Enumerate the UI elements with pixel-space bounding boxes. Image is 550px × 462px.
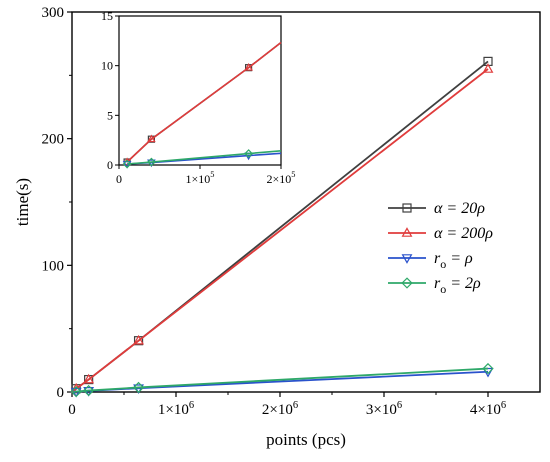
inset-series-3: [122, 149, 282, 169]
data-point: [133, 334, 144, 345]
inset-x-tick-base: 1×10: [186, 172, 211, 186]
inset-series-line: [127, 149, 282, 165]
x-tick-base: 4×10: [470, 402, 501, 418]
legend-sub: o: [440, 282, 446, 296]
legend-main: r: [434, 275, 441, 292]
data-point: [70, 385, 82, 398]
legend-sub: o: [440, 257, 446, 271]
y-tick-label: 300: [42, 5, 65, 21]
inset-series-line: [126, 41, 282, 163]
legend-item: ro = ρ: [388, 250, 473, 271]
y-tick-label: 200: [42, 132, 65, 148]
legend-item: α = 200ρ: [388, 225, 493, 242]
legend-label: ro = 2ρ: [434, 275, 481, 296]
legend-marker: [401, 227, 413, 237]
inset-y-tick-label: 5: [107, 108, 113, 122]
inset-x-tick-base: 2×10: [267, 172, 292, 186]
inset-y-tick-label: 10: [101, 59, 113, 73]
legend-marker: [402, 203, 412, 213]
legend-rest: = 2ρ: [446, 275, 481, 292]
x-tick-exp: 6: [397, 400, 402, 411]
y-axis-label: time(s): [13, 178, 32, 226]
legend-label: α = 200ρ: [434, 225, 493, 242]
x-tick-label: 2×106: [262, 400, 298, 418]
inset-x-tick-exp: 5: [291, 170, 295, 179]
legend-rest: = ρ: [446, 250, 473, 267]
x-tick-label: 3×106: [366, 400, 402, 418]
legend-item: ro = 2ρ: [388, 275, 481, 296]
inset-x-tick-base: 0: [116, 172, 122, 186]
legend-label: ro = ρ: [434, 250, 473, 271]
inset-y-tick-label: 0: [107, 158, 113, 172]
inset-y-tick-label: 15: [101, 9, 113, 23]
legend-marker: [401, 254, 413, 264]
legend-marker: [401, 277, 413, 289]
y-tick-label: 0: [57, 385, 65, 401]
x-tick-exp: 6: [189, 400, 194, 411]
x-tick-base: 2×10: [262, 402, 293, 418]
x-axis-label: points (pcs): [266, 430, 346, 449]
legend-main: r: [434, 250, 441, 267]
legend-main: α = 20ρ: [434, 200, 485, 217]
data-point: [83, 373, 95, 384]
x-tick-label: 4×106: [470, 400, 506, 418]
x-tick-label: 0: [68, 402, 76, 418]
y-tick-label: 100: [42, 258, 65, 274]
x-tick-base: 0: [68, 402, 76, 418]
inset-data-point: [244, 62, 253, 71]
data-point: [482, 367, 494, 378]
series-line: [72, 367, 489, 393]
inset-frame: [118, 15, 282, 166]
inset-data-point: [147, 159, 156, 168]
x-tick-exp: 6: [293, 400, 298, 411]
data-point: [132, 381, 145, 394]
inset-x-tick-exp: 5: [210, 170, 214, 179]
x-tick-base: 3×10: [366, 402, 397, 418]
inset-data-point: [244, 149, 254, 159]
data-point: [482, 63, 494, 73]
x-tick-base: 1×10: [158, 402, 189, 418]
inset-data-point: [147, 134, 156, 143]
series-line: [72, 68, 489, 393]
data-point: [133, 384, 144, 395]
legend-label: α = 20ρ: [434, 200, 485, 217]
inset-data-point: [122, 159, 132, 169]
data-point: [82, 384, 95, 397]
inset-x-tick-label: 0: [116, 172, 122, 186]
series-3: [70, 362, 494, 398]
x-tick-exp: 6: [501, 400, 506, 411]
inset-x-tick-label: 1×105: [186, 170, 215, 186]
data-point: [482, 362, 494, 375]
inset-x-tick-label: 2×105: [267, 170, 296, 186]
legend-main: α = 200ρ: [434, 225, 493, 242]
x-tick-label: 1×106: [158, 400, 194, 418]
legend-item: α = 20ρ: [388, 200, 485, 217]
inset-data-point: [146, 157, 156, 167]
